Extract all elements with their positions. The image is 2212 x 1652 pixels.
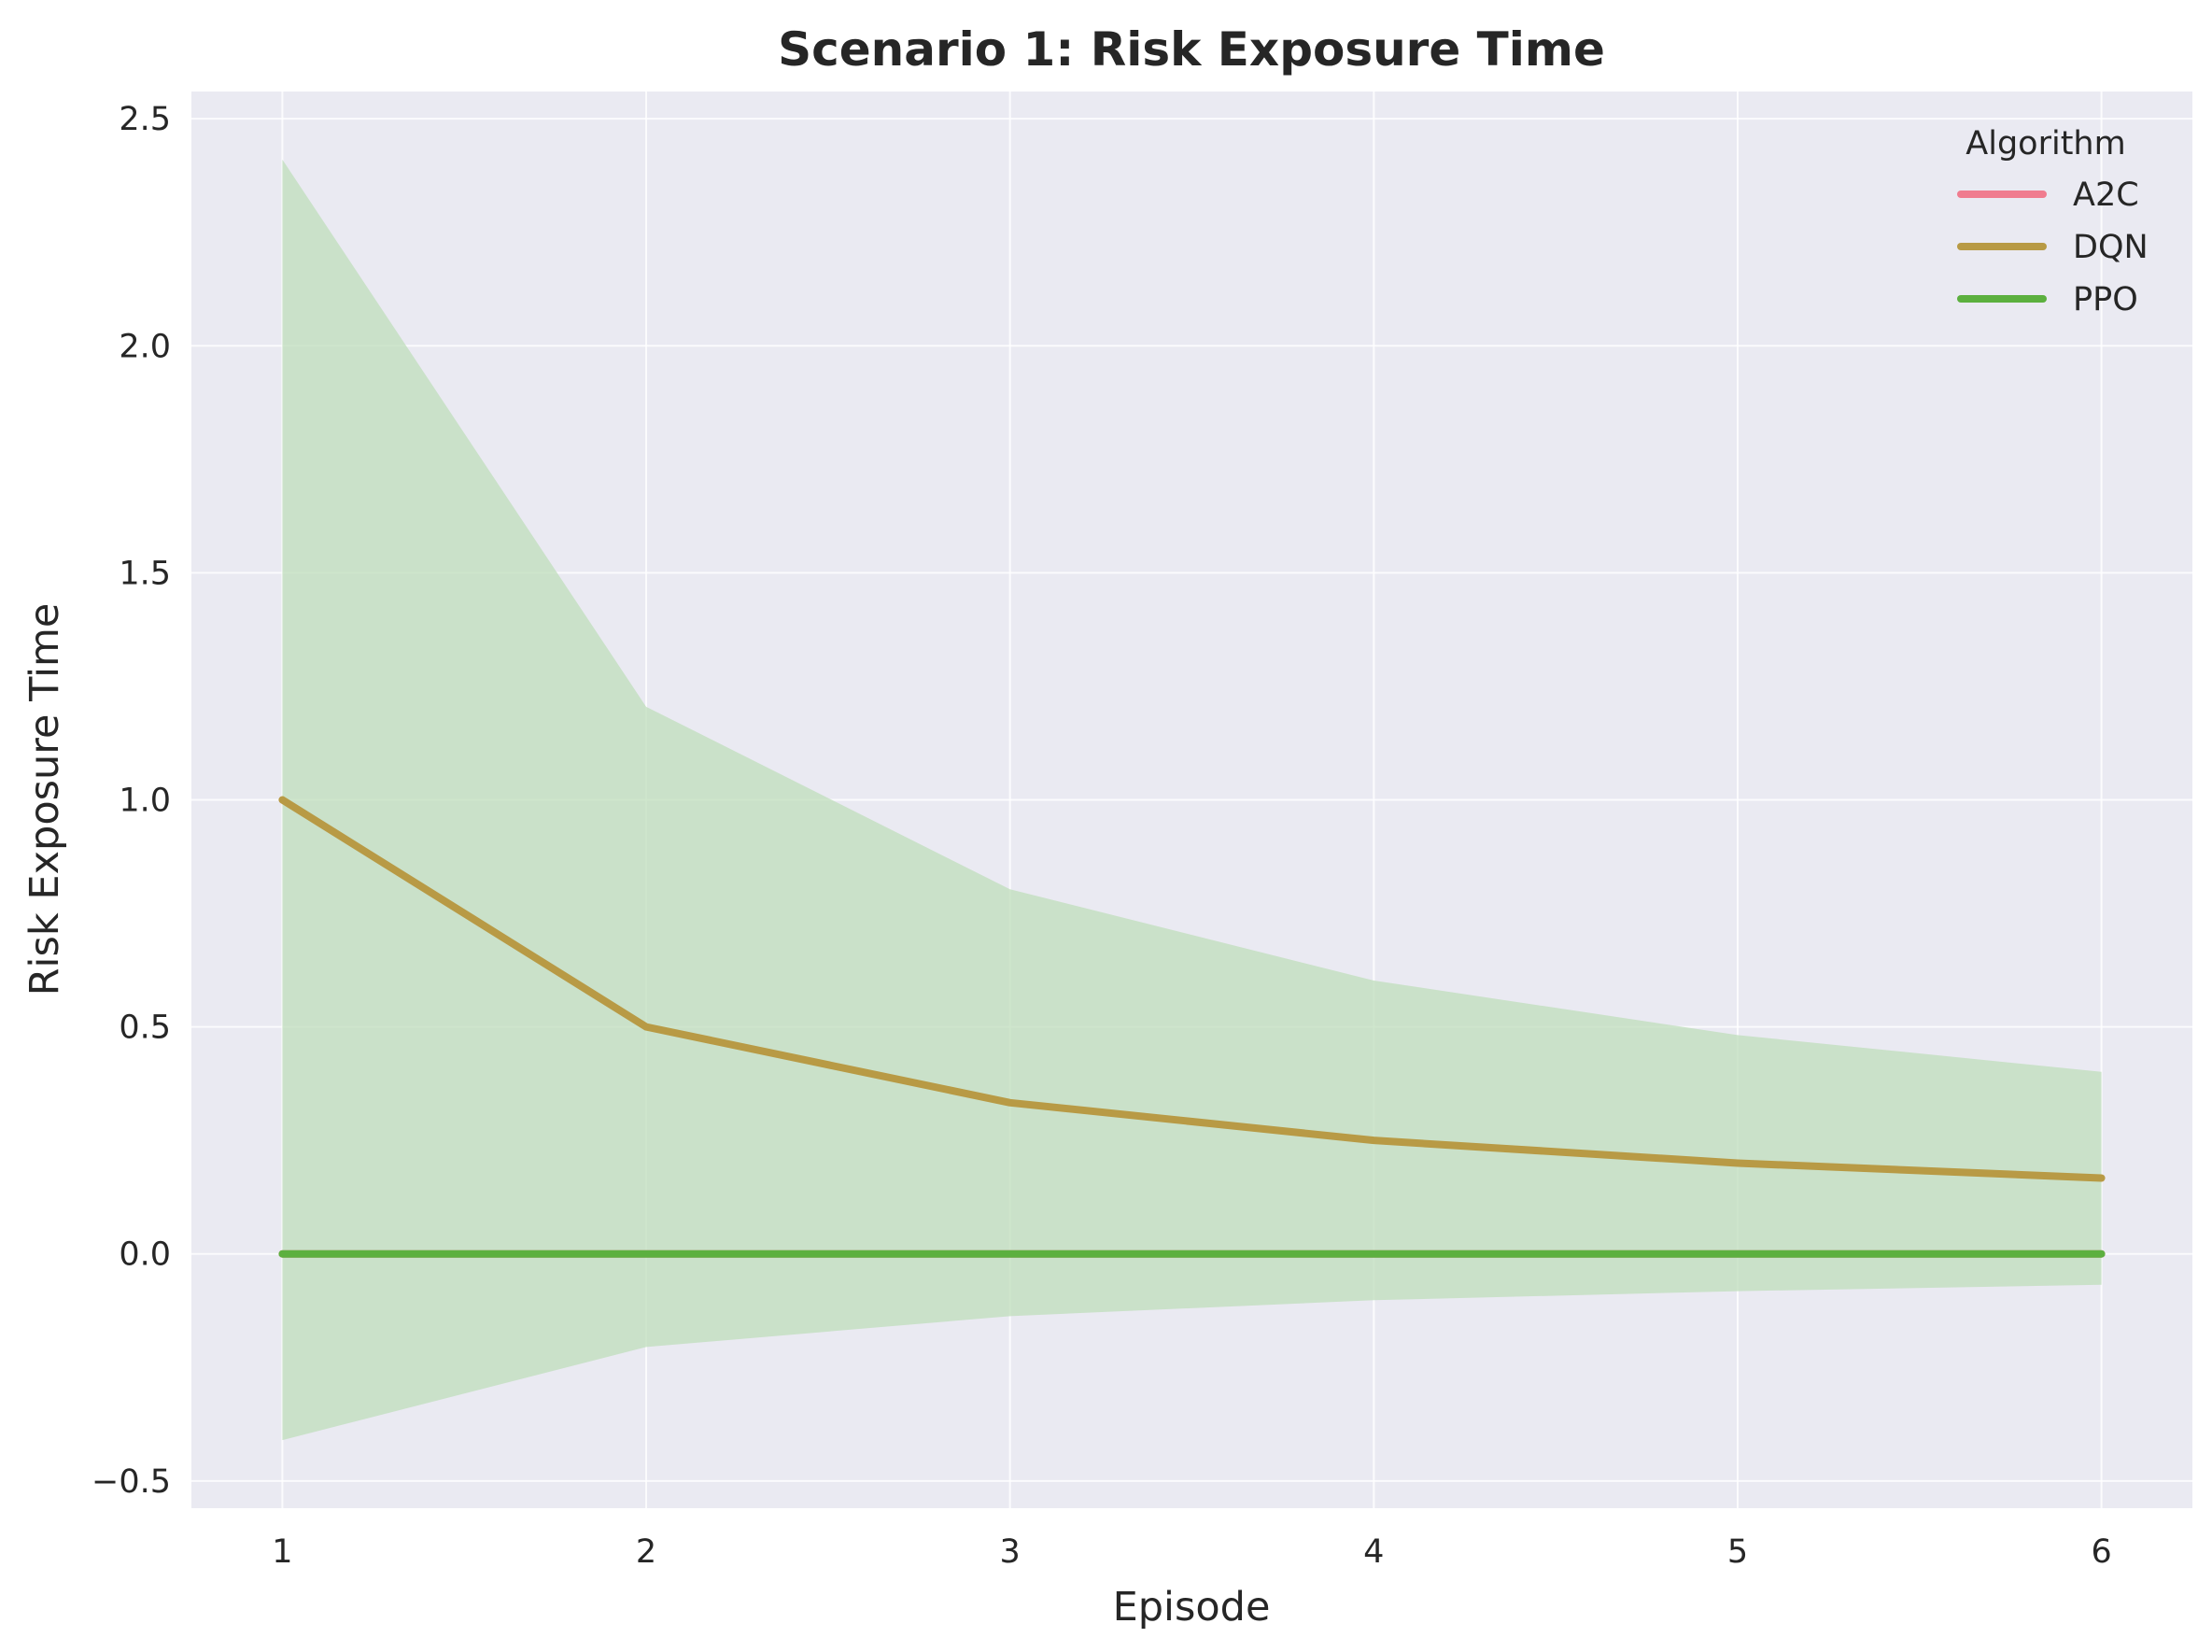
series-line-dqn bbox=[278, 796, 2106, 1182]
y-tick-label: 2.0 bbox=[119, 328, 171, 365]
y-axis-label: Risk Exposure Time bbox=[21, 603, 68, 996]
y-tick-label: 0.0 bbox=[119, 1236, 171, 1274]
x-tick-label: 4 bbox=[1363, 1533, 1384, 1571]
tick-labels: 1 2 3 4 5 6 −0.5 0.0 0.5 1.0 1.5 2.0 2.5 bbox=[92, 101, 2112, 1571]
confidence-band-ppo bbox=[282, 159, 2102, 1441]
legend-label-ppo: PPO bbox=[2073, 281, 2138, 318]
chart-title: Scenario 1: Risk Exposure Time bbox=[778, 22, 1605, 77]
x-tick-label: 2 bbox=[636, 1533, 656, 1571]
legend-label-dqn: DQN bbox=[2073, 229, 2149, 266]
y-tick-label: 2.5 bbox=[119, 101, 171, 138]
y-tick-label: −0.5 bbox=[92, 1463, 171, 1501]
x-axis-label: Episode bbox=[1113, 1584, 1271, 1631]
confidence-bands bbox=[282, 159, 2102, 1441]
y-tick-label: 1.0 bbox=[119, 783, 171, 820]
x-tick-label: 6 bbox=[2091, 1533, 2111, 1571]
y-tick-label: 1.5 bbox=[119, 555, 171, 592]
y-tick-label: 0.5 bbox=[119, 1010, 171, 1047]
legend-label-a2c: A2C bbox=[2073, 176, 2139, 214]
legend-title: Algorithm bbox=[1965, 125, 2125, 162]
series-lines bbox=[278, 796, 2106, 1258]
legend: Algorithm A2C DQN PPO bbox=[1957, 125, 2149, 318]
x-tick-label: 1 bbox=[272, 1533, 292, 1571]
x-tick-label: 3 bbox=[1000, 1533, 1021, 1571]
x-tick-label: 5 bbox=[1727, 1533, 1748, 1571]
